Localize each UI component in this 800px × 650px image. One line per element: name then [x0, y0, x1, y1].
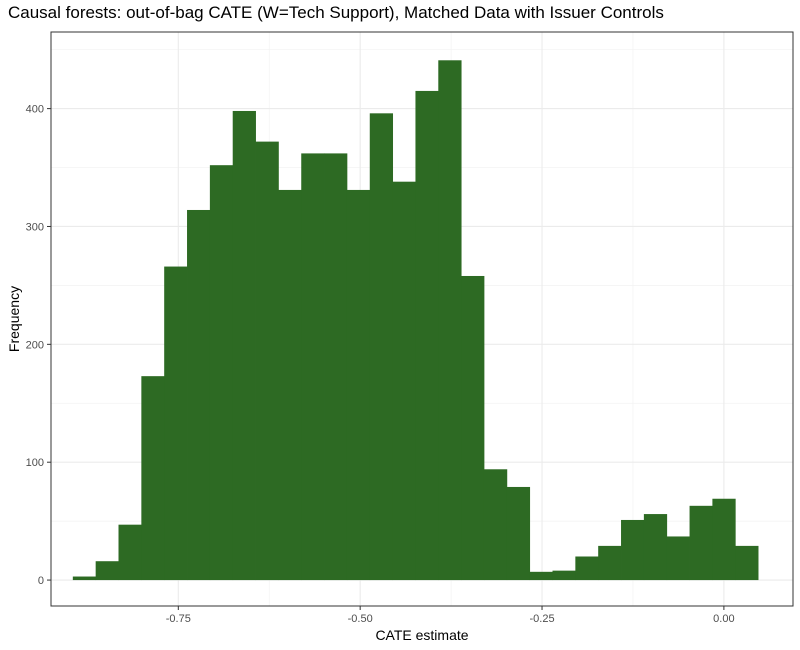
y-tick-label: 400	[26, 104, 44, 116]
histogram-bar	[141, 376, 165, 581]
x-tick-label: -0.75	[166, 613, 191, 625]
y-tick-label: 100	[26, 457, 44, 469]
y-tick-label: 300	[26, 221, 44, 233]
x-axis-title: CATE estimate	[375, 627, 468, 643]
histogram-bar	[392, 181, 416, 581]
histogram-bar	[346, 189, 371, 581]
histogram-bar	[324, 153, 348, 581]
histogram-bar	[415, 90, 439, 581]
histogram-bar	[232, 110, 256, 581]
histogram-bar	[506, 486, 531, 581]
x-tick-label: -0.50	[348, 613, 373, 625]
histogram-bar	[209, 165, 234, 581]
histogram-bar	[95, 561, 119, 581]
x-tick-label: 0.00	[713, 613, 734, 625]
histogram-bar	[529, 571, 553, 581]
histogram-bar	[118, 524, 142, 581]
histogram-bar	[369, 113, 394, 581]
histogram-bar	[187, 209, 211, 581]
x-tick-label: -0.25	[529, 613, 554, 625]
histogram-bar	[643, 514, 668, 581]
y-tick-label: 200	[26, 339, 44, 351]
histogram-bar	[278, 189, 302, 581]
histogram-bar	[712, 498, 736, 581]
histogram-bar	[483, 469, 508, 581]
histogram-bar	[552, 570, 576, 581]
histogram-bar	[255, 141, 279, 581]
histogram-bar	[164, 266, 188, 581]
histogram-bar	[438, 60, 462, 581]
histogram-bar	[621, 519, 645, 581]
histogram-bar	[666, 536, 690, 581]
panel-border	[50, 31, 794, 607]
chart-title: Causal forests: out-of-bag CATE (W=Tech …	[8, 3, 664, 22]
histogram-bar	[72, 576, 97, 581]
histogram-bar	[598, 545, 622, 581]
y-axis-title: Frequency	[6, 286, 22, 352]
histogram-bar	[575, 556, 599, 581]
histogram-bar	[735, 545, 759, 581]
y-tick-label: 0	[38, 575, 44, 587]
histogram-bar	[301, 153, 325, 581]
histogram-bar	[689, 505, 713, 581]
histogram-bar	[461, 275, 485, 581]
